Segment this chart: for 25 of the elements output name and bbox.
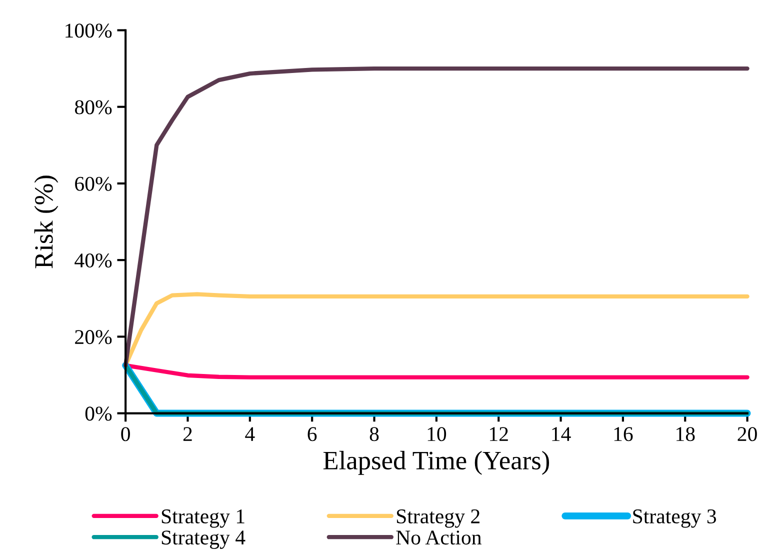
- x-tick-label: 6: [308, 427, 317, 442]
- x-axis-title: Elapsed Time (Years): [323, 450, 550, 475]
- y-tick-label: 40%: [74, 253, 112, 268]
- y-axis-title: Risk (%): [34, 176, 58, 268]
- x-tick-label: 4: [245, 427, 255, 441]
- x-tick-label: 8: [370, 427, 379, 442]
- x-tick-label: 20: [738, 427, 757, 442]
- legend-label: No Action: [396, 530, 482, 545]
- y-tick-label: 100%: [66, 24, 112, 38]
- x-tick-label: 18: [676, 427, 695, 442]
- x-tick-label: 10: [428, 427, 446, 442]
- legend-label: Strategy 2: [396, 509, 480, 528]
- y-tick-label: 0%: [85, 406, 112, 421]
- x-tick-label: 14: [552, 427, 571, 441]
- legend-label: Strategy 1: [162, 509, 244, 528]
- x-tick-label: 16: [614, 427, 633, 442]
- legend-label: Strategy 3: [633, 509, 716, 528]
- line-series: [123, 66, 750, 368]
- x-tick-label: 2: [183, 427, 192, 441]
- x-tick-label: 12: [490, 427, 508, 441]
- y-tick-label: 80%: [74, 100, 112, 114]
- legend-label: Strategy 4: [162, 530, 246, 549]
- y-tick-label: 20%: [75, 330, 112, 344]
- y-tick-label: 60%: [75, 176, 112, 191]
- x-tick-label: 0: [121, 427, 130, 442]
